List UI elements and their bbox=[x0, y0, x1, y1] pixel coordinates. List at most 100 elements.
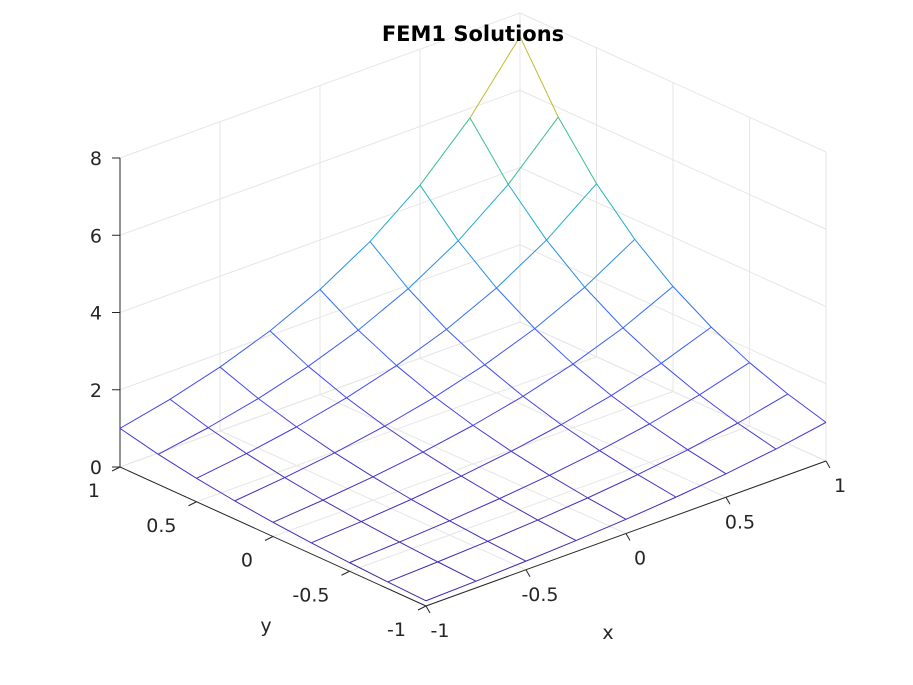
mesh-line-x bbox=[319, 241, 371, 290]
mesh-line-y bbox=[522, 395, 562, 426]
mesh-line-x bbox=[369, 184, 421, 242]
mesh-line-x bbox=[649, 394, 700, 425]
mesh-line-x bbox=[246, 426, 297, 454]
grid-line-y-floor bbox=[196, 356, 597, 503]
mesh-line-x bbox=[434, 364, 486, 398]
mesh-line-y bbox=[460, 475, 500, 500]
mesh-line-y bbox=[169, 398, 209, 429]
mesh-line-x bbox=[511, 424, 562, 452]
y-tick-mark bbox=[111, 466, 121, 472]
mesh-line-y bbox=[496, 287, 536, 329]
mesh-line-y bbox=[234, 500, 274, 523]
mesh-line-x bbox=[496, 239, 547, 289]
mesh-line-y bbox=[484, 364, 524, 397]
mesh-line-x bbox=[119, 398, 171, 429]
mesh-line-x bbox=[560, 395, 612, 426]
mesh-line-x bbox=[525, 540, 577, 562]
y-tick-label: -0.5 bbox=[292, 584, 329, 606]
mesh-line-x bbox=[322, 476, 374, 501]
mesh-line-y bbox=[369, 241, 409, 290]
grid-lines bbox=[119, 12, 827, 607]
mesh-line-x bbox=[272, 499, 324, 523]
surface-mesh bbox=[119, 36, 827, 602]
z-tick-label: 8 bbox=[90, 148, 102, 170]
mesh-line-y bbox=[649, 423, 689, 451]
mesh-line-y bbox=[622, 327, 662, 364]
mesh-line-y bbox=[687, 449, 727, 475]
mesh-line-y bbox=[572, 363, 612, 396]
mesh-line-y bbox=[246, 453, 286, 478]
grid-line-y-floor bbox=[349, 425, 750, 572]
mesh-line-y bbox=[587, 497, 627, 520]
mesh-line-x bbox=[660, 326, 712, 364]
mesh-line-y bbox=[457, 240, 497, 289]
mesh-line-y bbox=[557, 116, 597, 184]
mesh-line-y bbox=[272, 521, 312, 544]
mesh-line-y bbox=[284, 477, 324, 501]
grid-line-z-left-wall bbox=[119, 89, 521, 236]
x-tick-mark bbox=[525, 569, 531, 577]
mesh-line-x bbox=[625, 496, 677, 520]
mesh-line-x bbox=[725, 448, 777, 475]
mesh-line-x bbox=[419, 117, 471, 186]
mesh-line-x bbox=[219, 330, 271, 368]
mesh-line-y bbox=[387, 581, 427, 602]
mesh-line-y bbox=[219, 366, 259, 399]
mesh-line-y bbox=[361, 521, 400, 543]
mesh-line-y bbox=[599, 450, 639, 475]
y-tick-label: -1 bbox=[387, 619, 406, 641]
mesh-line-y bbox=[549, 474, 589, 499]
mesh-line-y bbox=[322, 499, 362, 522]
mesh-line-y bbox=[584, 286, 624, 329]
mesh-line-x bbox=[284, 452, 335, 479]
x-axis-label: x bbox=[602, 622, 613, 644]
z-tick-label: 2 bbox=[90, 380, 102, 402]
mesh-line-x bbox=[307, 329, 359, 367]
mesh-line-y bbox=[296, 426, 336, 454]
mesh-line-y bbox=[407, 288, 447, 330]
mesh-line-y bbox=[119, 427, 159, 455]
grid-line-z-right-wall bbox=[519, 167, 827, 307]
x-tick-label: 0.5 bbox=[725, 511, 755, 533]
mesh-line-x bbox=[522, 363, 574, 397]
grid-line-z-right-wall bbox=[519, 12, 827, 153]
mesh-line-y bbox=[710, 326, 750, 363]
mesh-line-y bbox=[519, 36, 559, 118]
mesh-line-x bbox=[537, 497, 588, 521]
mesh-line-y bbox=[434, 396, 474, 426]
mesh-line-y bbox=[449, 520, 488, 542]
grid-line-y-floor bbox=[119, 321, 521, 468]
mesh-line-x bbox=[499, 474, 550, 500]
mesh-line-x bbox=[572, 327, 624, 365]
mesh-line-y bbox=[507, 184, 547, 241]
mesh-line-y bbox=[419, 184, 459, 242]
mesh-line-x bbox=[449, 498, 500, 522]
y-axis-label: y bbox=[260, 615, 271, 637]
mesh-line-y bbox=[487, 540, 527, 562]
mesh-line-x bbox=[399, 520, 450, 543]
mesh-line-y bbox=[560, 424, 600, 451]
mesh-line-x bbox=[425, 580, 477, 602]
mesh-line-y bbox=[699, 394, 739, 424]
mesh-line-x bbox=[357, 288, 409, 331]
mesh-line-y bbox=[319, 289, 359, 331]
mesh-line-y bbox=[422, 451, 462, 477]
mesh-line-y bbox=[469, 117, 509, 185]
mesh-line-x bbox=[196, 453, 247, 479]
mesh-line-x bbox=[349, 541, 400, 564]
x-tick-mark bbox=[825, 460, 831, 469]
mesh-line-x bbox=[484, 328, 536, 366]
mesh-line-y bbox=[269, 330, 309, 367]
mesh-line-y bbox=[634, 238, 674, 287]
mesh-line-y bbox=[546, 239, 586, 288]
z-tick-label: 6 bbox=[90, 225, 102, 247]
mesh-line-x bbox=[207, 398, 259, 429]
mesh-line-y bbox=[499, 498, 538, 521]
grid-line-z-left-wall bbox=[119, 244, 521, 391]
mesh-line-x bbox=[234, 477, 285, 502]
mesh-line-y bbox=[596, 183, 636, 240]
mesh-line-y bbox=[637, 474, 677, 498]
mesh-line-x bbox=[472, 395, 524, 426]
mesh-line-x bbox=[257, 365, 309, 399]
